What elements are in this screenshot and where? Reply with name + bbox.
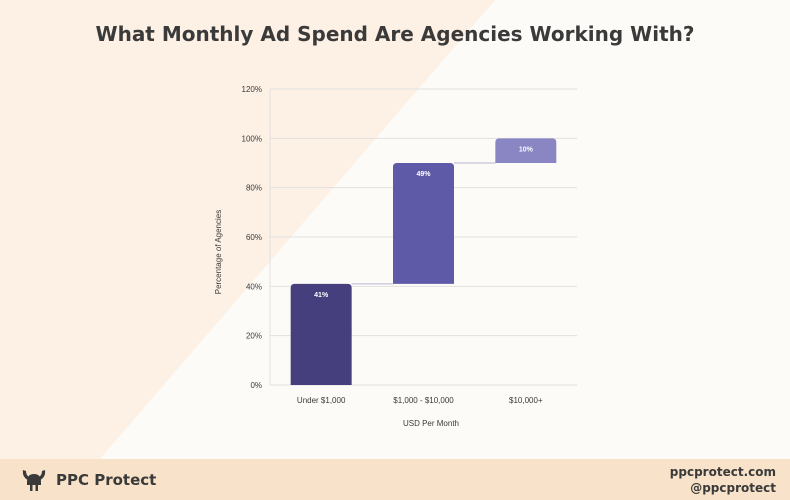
y-tick-label: 120% xyxy=(242,85,262,94)
bar xyxy=(290,283,352,385)
y-tick-label: 20% xyxy=(246,332,262,341)
bars: 41% 49% 10% xyxy=(290,138,557,385)
y-tick-label: 0% xyxy=(250,381,262,390)
footer-bar xyxy=(0,459,790,500)
x-tick-label: Under $1,000 xyxy=(297,396,346,405)
bar-data-label: 10% xyxy=(519,146,534,153)
connector-lines xyxy=(351,162,496,285)
page-title: What Monthly Ad Spend Are Agencies Worki… xyxy=(95,22,695,46)
x-tick-label: $1,000 - $10,000 xyxy=(393,396,454,405)
y-axis-ticks: 0% 20% 40% 60% 80% 100% 120% xyxy=(242,85,262,390)
y-tick-label: 80% xyxy=(246,184,262,193)
y-tick-label: 60% xyxy=(246,233,262,242)
viking-helmet-icon xyxy=(22,470,46,491)
y-axis-label: Percentage of Agencies xyxy=(214,210,223,295)
bar-data-label: 49% xyxy=(416,171,431,178)
bar-data-label: 41% xyxy=(314,292,329,299)
brand-logo: PPC Protect xyxy=(20,466,156,494)
bar xyxy=(495,138,557,163)
y-tick-label: 40% xyxy=(246,282,262,291)
x-axis-label: USD Per Month xyxy=(403,419,459,428)
website-link[interactable]: ppcprotect.com xyxy=(669,465,776,479)
social-handle[interactable]: @ppcprotect xyxy=(690,481,776,495)
y-tick-label: 100% xyxy=(242,134,262,143)
brand-name: PPC Protect xyxy=(56,471,157,489)
x-axis-ticks: Under $1,000 $1,000 - $10,000 $10,000+ xyxy=(297,396,543,405)
x-tick-label: $10,000+ xyxy=(509,396,543,405)
bar xyxy=(393,163,454,284)
contact-info: ppcprotect.com @ppcprotect xyxy=(670,464,776,496)
